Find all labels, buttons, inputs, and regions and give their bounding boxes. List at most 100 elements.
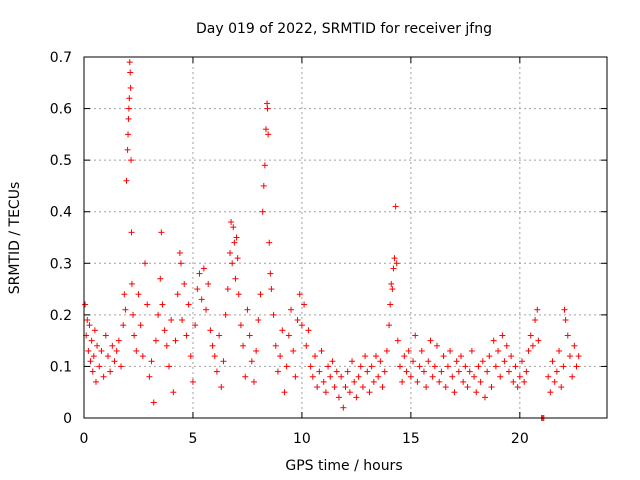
data-point [325,363,332,370]
data-point [401,353,408,360]
data-point [425,358,432,365]
data-point [447,347,454,354]
data-point [137,322,144,329]
x-tick-label: 15 [402,431,420,447]
data-point [240,342,247,349]
data-point [455,368,462,375]
data-point [566,353,573,360]
data-point [104,353,111,360]
data-point [527,332,534,339]
data-point [285,332,292,339]
data-point [294,317,301,324]
data-point [288,306,295,313]
data-point [370,378,377,385]
data-point [303,342,310,349]
data-point [320,378,327,385]
data-point [88,337,95,344]
data-point [128,229,135,236]
data-point [331,384,338,391]
data-point [340,404,347,411]
data-point [292,373,299,380]
data-point [534,306,541,313]
y-tick-label: 0.4 [50,205,72,221]
data-point [558,384,565,391]
data-point [535,337,542,344]
data-point [87,358,94,365]
data-point [388,280,395,287]
data-point [89,368,96,375]
data-point [379,384,386,391]
data-point [301,301,308,308]
data-point [146,373,153,380]
y-tick-label: 0 [63,411,72,427]
data-point [423,384,430,391]
data-point [150,399,157,406]
data-point [359,384,366,391]
data-point [381,368,388,375]
data-point [355,373,362,380]
data-point [436,378,443,385]
y-tick-label: 0.3 [50,256,72,272]
data-point [573,363,580,370]
data-point [235,291,242,298]
data-point [85,347,92,354]
data-point [90,353,97,360]
data-point [181,280,188,287]
data-point [102,332,109,339]
data-point [261,162,268,169]
data-point [200,265,207,272]
data-point [434,342,441,349]
data-point [407,373,414,380]
data-point [314,384,321,391]
data-point [460,378,467,385]
data-point [562,317,569,324]
data-point [216,332,223,339]
data-point [556,347,563,354]
data-point [281,389,288,396]
data-point [392,203,399,210]
data-point [213,368,220,375]
data-point [185,301,192,308]
data-point [298,322,305,329]
data-point [442,384,449,391]
data-point [228,219,235,226]
data-point [508,353,515,360]
x-tick-label: 0 [80,431,89,447]
data-point [100,373,107,380]
y-tick-label: 0.6 [50,102,72,118]
data-point [168,317,175,324]
data-point [510,378,517,385]
data-point [505,368,512,375]
data-point [266,239,273,246]
data-point [283,363,290,370]
data-point [512,363,519,370]
data-point [545,373,552,380]
data-point [192,322,199,329]
y-tick-label: 0.1 [50,359,72,375]
data-point [205,280,212,287]
x-tick-label: 10 [293,431,311,447]
data-point [259,208,266,215]
data-point [377,358,384,365]
data-point [142,260,149,267]
data-point [305,327,312,334]
x-tick-label: 5 [188,431,197,447]
data-point [125,115,132,122]
data-point [516,373,523,380]
data-point [264,105,271,112]
data-point [234,255,241,262]
data-point [211,353,218,360]
axis-ticks [83,56,607,419]
data-point [529,342,536,349]
data-point [174,291,181,298]
data-point [248,358,255,365]
data-point [124,146,131,153]
data-point [383,347,390,354]
data-point [549,358,556,365]
data-point [475,363,482,370]
data-point [115,337,122,344]
data-point [127,69,134,76]
data-point [127,84,134,91]
data-point [260,182,267,189]
data-point [159,301,166,308]
